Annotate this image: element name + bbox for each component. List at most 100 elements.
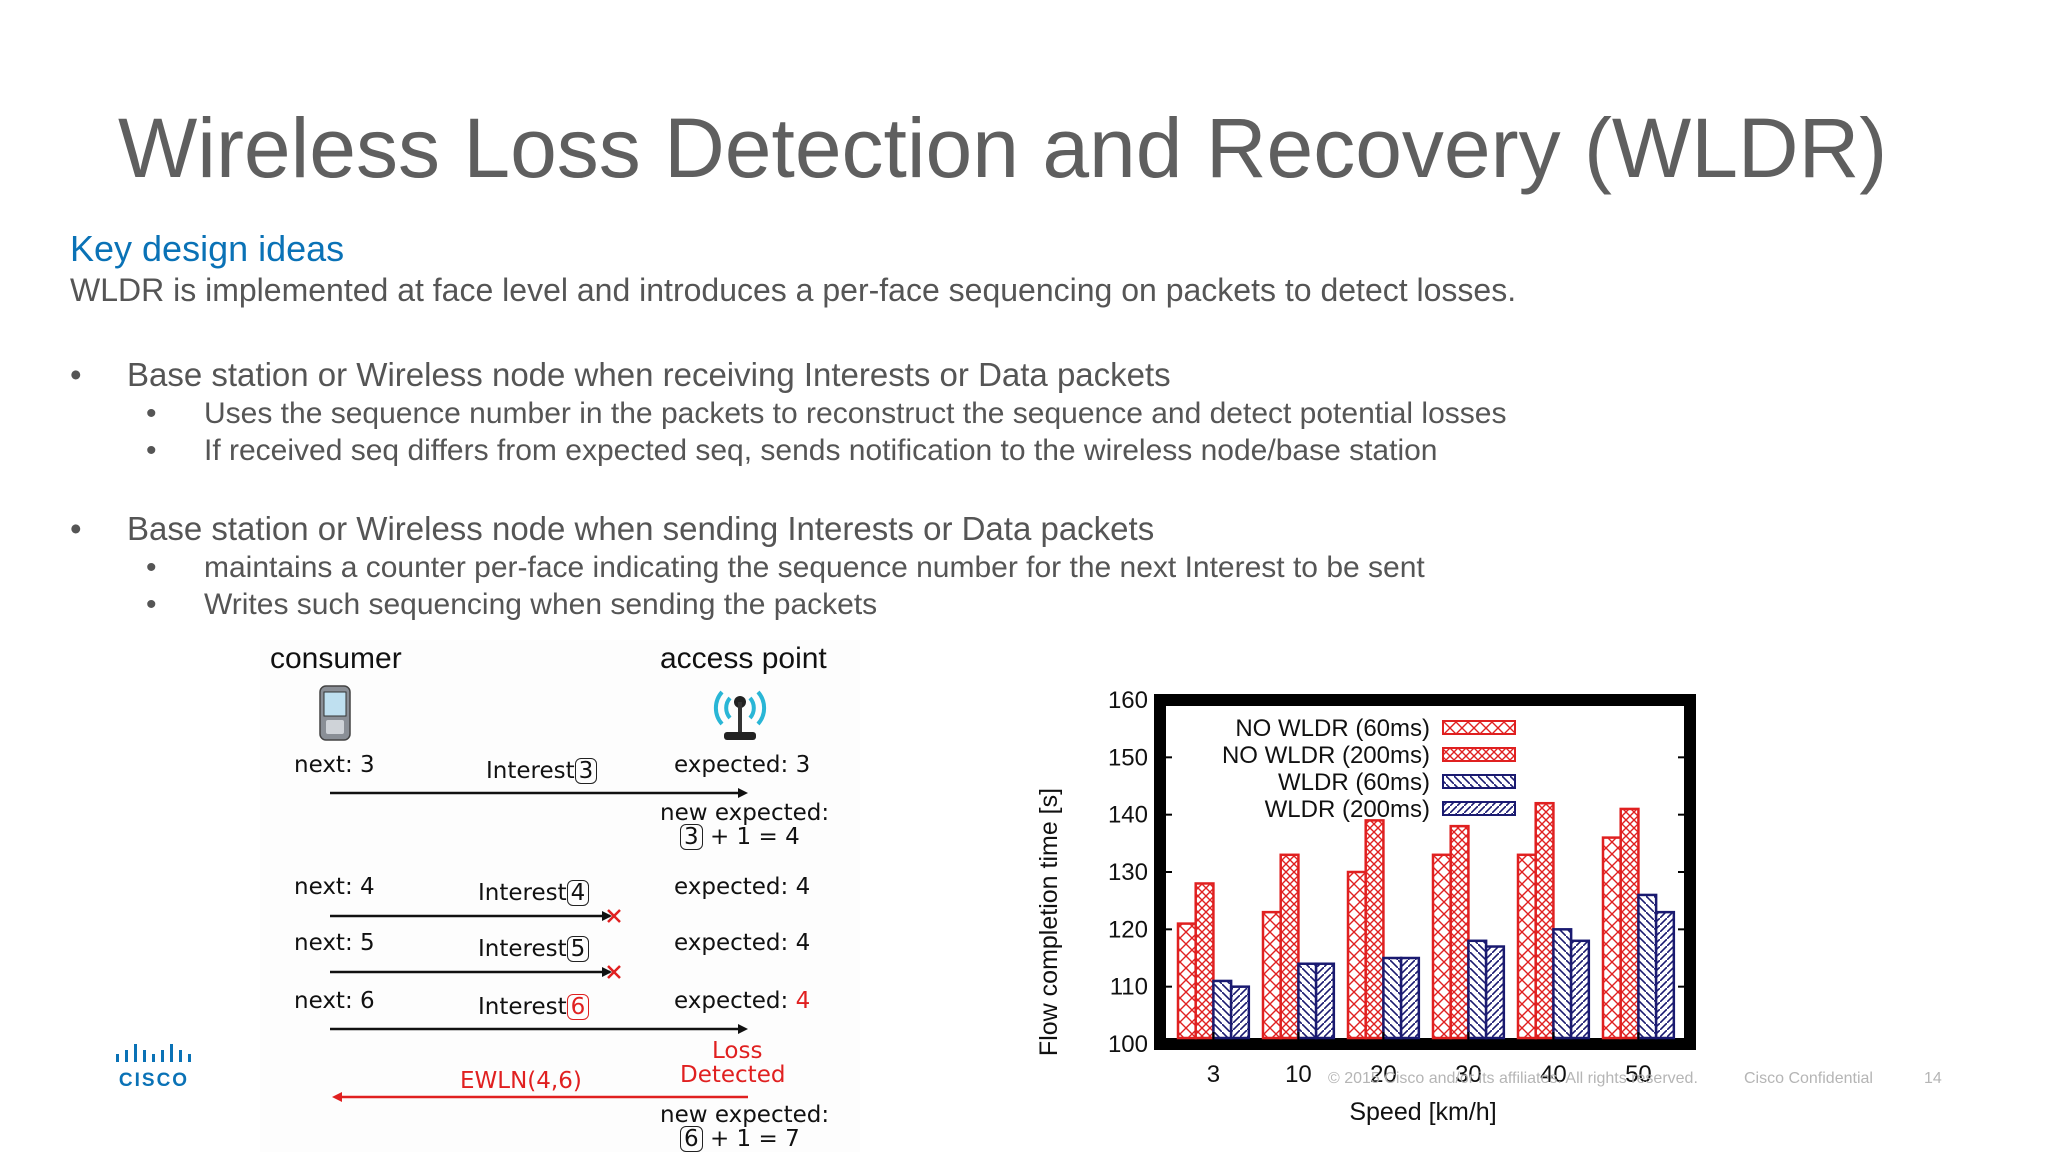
expected-value: 4 <box>795 988 811 1014</box>
new-expected-calc: + 1 = 4 <box>709 824 800 850</box>
legend-label: NO WLDR (200ms) <box>1222 742 1430 769</box>
bar <box>1654 910 1676 1040</box>
bar <box>1314 962 1336 1040</box>
legend-label: WLDR (60ms) <box>1278 769 1430 796</box>
ewln-label: EWLN(4,6) <box>460 1068 582 1094</box>
y-tick-label: 160 <box>1108 687 1148 714</box>
seq-number: 5 <box>566 936 590 962</box>
ap-expected: expected: 3 <box>674 752 811 778</box>
legend-label: WLDR (200ms) <box>1265 796 1430 823</box>
bar <box>1569 939 1591 1040</box>
x-axis-label: Speed [km/h] <box>1349 1098 1496 1126</box>
wldr-sequence-diagram: consumer access point next: 3 Interest 3 … <box>260 640 860 1152</box>
ap-expected: expected: 4 <box>674 874 811 900</box>
bar <box>1261 910 1282 1040</box>
x-tick-label: 50 <box>1625 1061 1652 1088</box>
antenna-icon <box>713 690 767 740</box>
bar <box>1229 985 1251 1040</box>
interest-label: Interest 4 <box>478 880 590 906</box>
x-tick-label: 20 <box>1370 1061 1397 1088</box>
bar <box>1176 922 1197 1040</box>
sub-bullet-dot: • <box>146 397 157 430</box>
legend-label: NO WLDR (60ms) <box>1235 715 1430 742</box>
interest-text: Interest <box>486 758 575 784</box>
bar <box>1516 853 1537 1040</box>
bar <box>1399 956 1421 1040</box>
x-tick-label: 30 <box>1455 1061 1482 1088</box>
phone-icon <box>319 685 351 741</box>
y-tick-label: 120 <box>1108 916 1148 943</box>
x-tick-label: 3 <box>1207 1061 1220 1088</box>
legend-swatch <box>1442 720 1516 735</box>
bar <box>1364 819 1385 1040</box>
lost-interest-arrow <box>330 965 621 979</box>
ap-expected: expected: 4 <box>674 930 811 956</box>
chart-svg: 100 110 120 130 140 150 160 3 10 20 30 40 50 NO WLD… <box>1035 687 1696 1126</box>
bullet-item: Base station or Wireless node when recei… <box>127 356 1171 393</box>
cisco-logo-text: CISCO <box>119 1070 189 1090</box>
ap-expected: expected: 4 <box>674 988 810 1014</box>
bullet-dot: • <box>70 510 82 547</box>
y-tick-labels: 100 110 120 130 140 150 160 <box>1108 687 1690 1058</box>
footer-copyright: © 2015 Cisco and/or its affiliates. All … <box>1328 1070 1698 1087</box>
sub-bullet-dot: • <box>146 588 157 621</box>
cisco-logo: CISCO <box>116 1044 191 1090</box>
x-tick-label: 10 <box>1285 1061 1312 1088</box>
legend-swatch <box>1442 747 1516 762</box>
sub-bullet-item: Uses the sequence number in the packets … <box>204 397 1507 430</box>
bar <box>1484 945 1506 1040</box>
y-tick-label: 150 <box>1108 744 1148 771</box>
bar <box>1637 893 1658 1040</box>
y-tick-label: 140 <box>1108 802 1148 829</box>
interest-label: Interest 6 <box>478 994 590 1020</box>
sub-bullet-item: Writes such sequencing when sending the … <box>204 588 878 621</box>
bar <box>1449 824 1470 1040</box>
interest-text: Interest <box>478 880 567 906</box>
detected-label: Detected <box>680 1062 786 1088</box>
interest-text: Interest <box>478 994 567 1020</box>
legend-swatch <box>1442 801 1516 816</box>
consumer-label: consumer <box>270 642 402 675</box>
bar <box>1552 928 1573 1040</box>
page-number: 14 <box>1924 1070 1942 1087</box>
expected-prefix: expected: <box>674 988 796 1014</box>
consumer-next: next: 6 <box>294 988 375 1014</box>
consumer-next: next: 5 <box>294 930 375 956</box>
bullet-dot: • <box>70 356 82 393</box>
consumer-next: next: 4 <box>294 874 375 900</box>
consumer-next: next: 3 <box>294 752 375 778</box>
access-point-label: access point <box>660 642 827 675</box>
y-tick-label: 100 <box>1108 1031 1148 1058</box>
bar <box>1279 853 1300 1040</box>
sub-bullet-item: If received seq differs from expected se… <box>204 434 1438 467</box>
interest-label: Interest 5 <box>478 936 590 962</box>
legend: NO WLDR (60ms)NO WLDR (200ms)WLDR (60ms)… <box>1222 715 1516 823</box>
bar <box>1467 939 1488 1040</box>
new-expected-label: new expected: <box>660 800 830 826</box>
bar-group <box>1176 801 1676 1040</box>
seq-number: 4 <box>566 880 590 906</box>
legend-swatch <box>1442 774 1516 789</box>
bar <box>1534 801 1555 1040</box>
bar <box>1297 962 1318 1040</box>
lost-interest-arrow <box>330 909 621 923</box>
y-tick-label: 130 <box>1108 859 1148 886</box>
flow-completion-chart: 100 110 120 130 140 150 160 3 10 20 30 40 50 NO WLD… <box>1030 680 1730 1140</box>
interest-label: Interest 3 <box>486 758 598 784</box>
loss-label: Loss <box>712 1038 763 1064</box>
slide-title: Wireless Loss Detection and Recovery (WL… <box>118 101 1888 195</box>
bar <box>1431 853 1452 1040</box>
seq-number: 3 <box>680 824 703 850</box>
interest-arrow <box>330 788 748 798</box>
new-expected-value: 3 + 1 = 4 <box>680 824 800 850</box>
bar <box>1601 836 1622 1040</box>
sub-bullet-dot: • <box>146 434 157 467</box>
bar <box>1619 807 1640 1040</box>
footer-confidential: Cisco Confidential <box>1744 1070 1873 1087</box>
new-expected-calc: + 1 = 7 <box>709 1126 800 1152</box>
x-tick-label: 40 <box>1540 1061 1567 1088</box>
interest-text: Interest <box>478 936 567 962</box>
bullet-item: Base station or Wireless node when sendi… <box>127 510 1155 547</box>
new-expected-value: 6 + 1 = 7 <box>680 1126 800 1152</box>
bar <box>1194 882 1215 1040</box>
